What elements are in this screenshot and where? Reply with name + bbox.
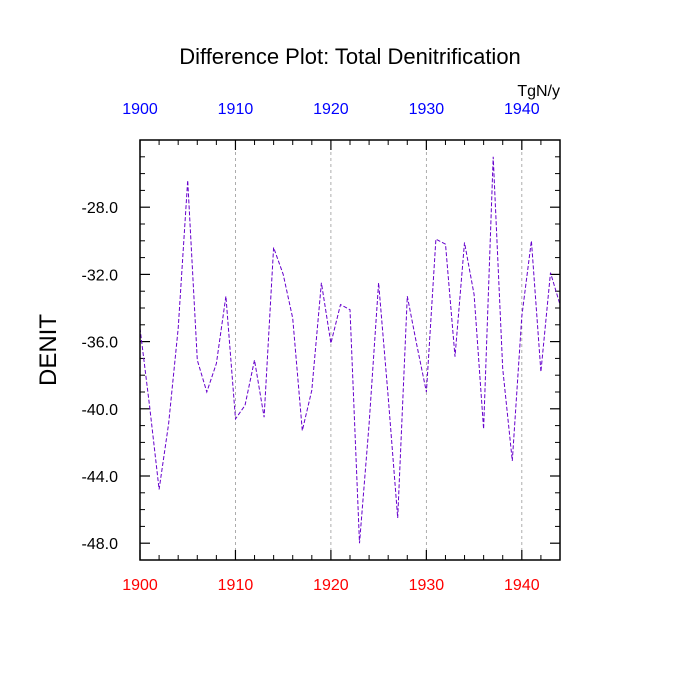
y-axis-label: DENIT	[35, 314, 62, 386]
series-layer	[139, 156, 561, 544]
x-tick-label-top: 1940	[504, 101, 540, 118]
plot-frame	[139, 139, 561, 561]
x-tick-label-bottom: 1930	[409, 577, 445, 594]
x-tick-label-top: 1900	[122, 101, 158, 118]
x-tick-label-bottom: 1900	[122, 577, 158, 594]
grid-lines	[235, 140, 523, 560]
x-tick-label-bottom: 1910	[218, 577, 254, 594]
y-tick-label: -44.0	[82, 469, 119, 486]
x-tick-label-bottom: 1940	[504, 577, 540, 594]
y-tick-label: -36.0	[82, 335, 119, 352]
y-tick-label: -40.0	[82, 402, 119, 419]
y-tick-label: -32.0	[82, 267, 119, 284]
chart-title: Difference Plot: Total Denitrification	[179, 44, 521, 69]
x-tick-label-top: 1910	[218, 101, 254, 118]
units-label: TgN/y	[517, 83, 560, 100]
y-tick-label: -28.0	[82, 200, 119, 217]
tick-labels: 1900 1900 1910 1910 1920 1920 1930 1930 1940 1940…	[82, 101, 540, 594]
x-tick-label-top: 1920	[313, 101, 349, 118]
x-tick-label-top: 1930	[409, 101, 445, 118]
series-line	[139, 156, 561, 544]
axis-ticks	[139, 139, 561, 561]
y-tick-label: -48.0	[82, 536, 119, 553]
x-tick-label-bottom: 1920	[313, 577, 349, 594]
